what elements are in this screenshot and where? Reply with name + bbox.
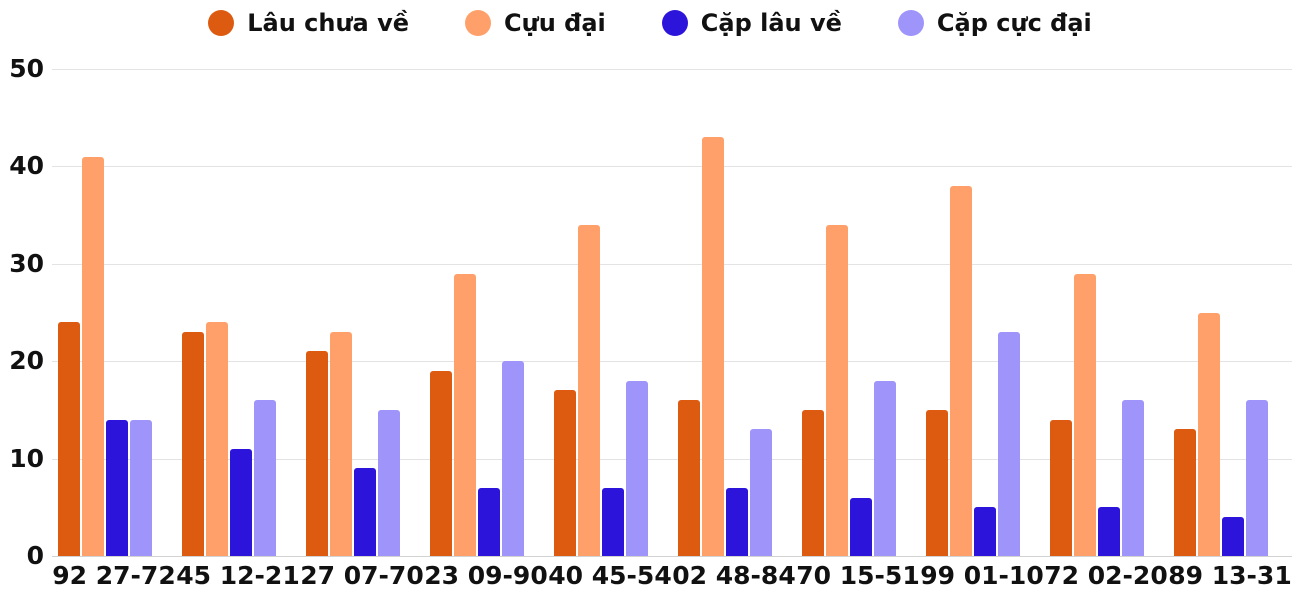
y-axis-tick-label: 40	[9, 151, 44, 181]
x-axis-tick-label: 89 13-31	[1168, 561, 1292, 590]
bar[interactable]	[1174, 429, 1196, 556]
y-axis-tick-label: 10	[9, 443, 44, 473]
legend-item[interactable]: Cựu đại	[465, 10, 606, 36]
gridline	[52, 69, 1292, 70]
bar[interactable]	[106, 419, 128, 556]
x-axis-tick-label: 40 45-54	[548, 561, 672, 590]
gridline	[52, 458, 1292, 460]
bar[interactable]	[750, 429, 772, 556]
bar[interactable]	[554, 390, 576, 556]
bar-group	[796, 69, 920, 556]
legend-item-label: Lâu chưa về	[247, 9, 410, 37]
circle-swatch-icon	[897, 10, 924, 36]
plot-area	[52, 69, 1292, 557]
bar-group	[52, 69, 176, 556]
chart-legend: Lâu chưa về Cựu đại Cặp lâu về Cặp cực đại	[0, 0, 1300, 46]
x-axis-tick-label: 92 27-72	[52, 561, 176, 590]
x-axis: 92 27-72 45 12-21 27 07-70 23 09-90 40 45-54…	[52, 562, 1292, 600]
circle-swatch-icon	[661, 10, 688, 36]
bar[interactable]	[874, 380, 896, 556]
x-axis-tick-label: 99 01-10	[920, 561, 1044, 590]
bar[interactable]	[678, 400, 700, 556]
bar[interactable]	[702, 137, 724, 556]
bar[interactable]	[254, 400, 276, 556]
bar-group	[1044, 69, 1168, 556]
bar[interactable]	[82, 156, 104, 556]
bar[interactable]	[1074, 273, 1096, 556]
bar[interactable]	[1098, 507, 1120, 556]
legend-item-label: Cựu đại	[504, 9, 606, 37]
bar[interactable]	[998, 331, 1020, 556]
bar[interactable]	[1198, 312, 1220, 556]
bar[interactable]	[330, 331, 352, 556]
y-axis-tick-label: 50	[9, 54, 44, 83]
axis-baseline	[52, 556, 1292, 557]
bar-group	[672, 69, 796, 556]
bar[interactable]	[578, 224, 600, 556]
y-axis: 0 10 20 30 40 50	[0, 0, 44, 600]
x-axis-tick-label: 72 02-20	[1044, 561, 1168, 590]
legend-item[interactable]: Cặp lâu về	[661, 9, 842, 37]
bar[interactable]	[1122, 400, 1144, 556]
x-axis-tick-label: 02 48-84	[672, 561, 796, 590]
bar[interactable]	[726, 487, 748, 556]
gridline	[52, 263, 1292, 265]
bar-group	[1168, 69, 1292, 556]
bar[interactable]	[378, 409, 400, 556]
x-axis-tick-label: 70 15-51	[796, 561, 920, 590]
bar[interactable]	[206, 322, 228, 556]
gridline	[52, 361, 1292, 363]
bar[interactable]	[850, 497, 872, 556]
y-axis-tick-label: 20	[9, 346, 44, 376]
bar[interactable]	[1222, 517, 1244, 556]
gridline	[52, 166, 1292, 168]
bar[interactable]	[430, 370, 452, 556]
bar[interactable]	[826, 224, 848, 556]
bar-group	[920, 69, 1044, 556]
bar[interactable]	[454, 273, 476, 556]
bar[interactable]	[230, 448, 252, 556]
bar[interactable]	[974, 507, 996, 556]
bar[interactable]	[602, 487, 624, 556]
bar-group	[548, 69, 672, 556]
bar[interactable]	[1050, 419, 1072, 556]
bar[interactable]	[130, 419, 152, 556]
bar[interactable]	[354, 468, 376, 556]
bar[interactable]	[182, 331, 204, 556]
bar[interactable]	[802, 409, 824, 556]
bar[interactable]	[502, 361, 524, 556]
bar[interactable]	[306, 351, 328, 556]
x-axis-tick-label: 27 07-70	[300, 561, 424, 590]
y-axis-tick-label: 0	[26, 541, 44, 570]
bar[interactable]	[478, 487, 500, 556]
legend-item-label: Cặp lâu về	[700, 9, 842, 37]
bar[interactable]	[58, 322, 80, 556]
bar[interactable]	[926, 409, 948, 556]
x-axis-tick-label: 23 09-90	[424, 561, 548, 590]
bar-group	[424, 69, 548, 556]
bar-group	[300, 69, 424, 556]
legend-item[interactable]: Cặp cực đại	[897, 9, 1092, 37]
bar[interactable]	[626, 380, 648, 556]
bar[interactable]	[950, 185, 972, 556]
bar[interactable]	[1246, 400, 1268, 556]
circle-swatch-icon	[208, 10, 235, 36]
y-axis-tick-label: 30	[9, 248, 44, 278]
x-axis-tick-label: 45 12-21	[176, 561, 300, 590]
legend-item-label: Cặp cực đại	[936, 9, 1092, 37]
circle-swatch-icon	[465, 10, 492, 36]
legend-item[interactable]: Lâu chưa về	[208, 10, 409, 36]
bar-group	[176, 69, 300, 556]
